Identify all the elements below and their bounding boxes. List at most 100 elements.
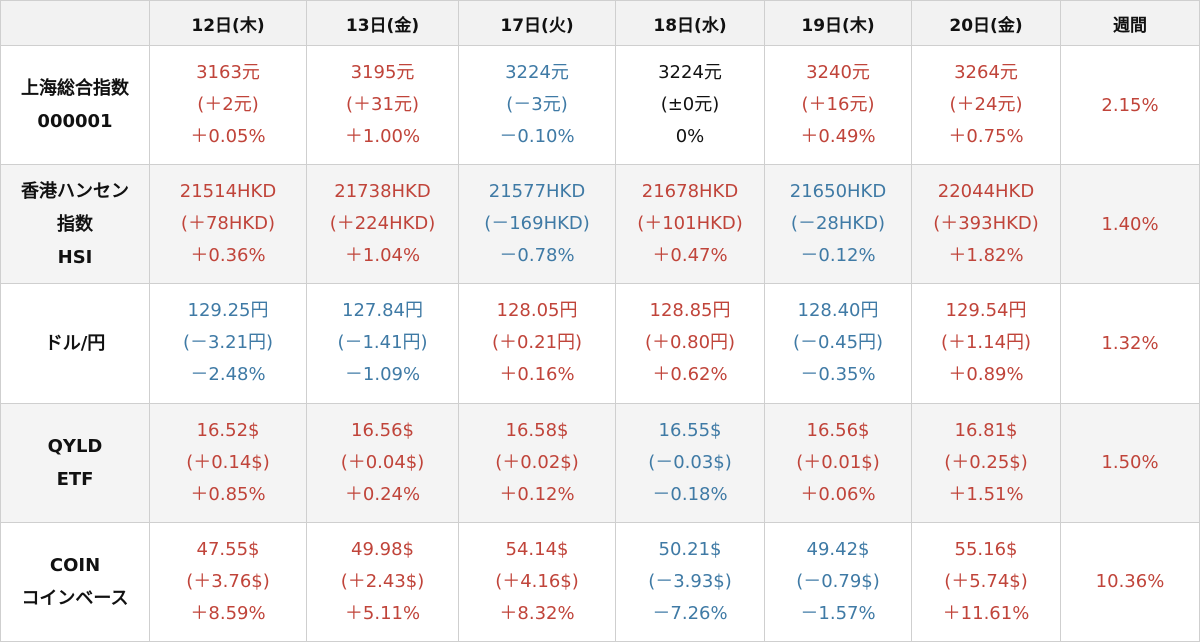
weekly-change: 1.40% — [1060, 164, 1200, 285]
price-change-percent: ＋11.61% — [942, 602, 1030, 624]
row-label-line: 000001 — [37, 111, 113, 133]
price-value: 21678HKD — [641, 181, 739, 203]
price-cell: 128.05円 (＋0.21円) ＋0.16% — [458, 283, 616, 404]
row-label: ドル/円 — [0, 283, 150, 404]
header-weekly: 週間 — [1060, 0, 1200, 46]
price-cell: 49.42$ (－0.79$) －1.57% — [764, 521, 912, 642]
row-label: 上海総合指数 000001 — [0, 44, 150, 166]
price-change-percent: ＋0.47% — [652, 245, 728, 267]
price-value: 127.84円 — [342, 300, 423, 322]
price-value: 128.85円 — [649, 300, 731, 322]
price-change-percent: ＋0.16% — [499, 364, 575, 386]
price-value: 21514HKD — [179, 181, 277, 203]
price-cell: 55.16$ (＋5.74$) ＋11.61% — [911, 521, 1061, 642]
header-day-3: 17日(火) — [458, 0, 616, 46]
price-value: 49.42$ — [806, 538, 870, 560]
price-change-percent: ＋1.00% — [344, 126, 421, 148]
price-change-percent: ＋0.12% — [499, 483, 575, 505]
row-label: COIN コインベース — [0, 521, 150, 642]
table-row: 上海総合指数 000001 3163元 (＋2元) ＋0.05% 3195元 (＋31元) ＋… — [0, 44, 1200, 166]
price-change-percent: －7.26% — [652, 602, 728, 624]
price-change-percent: ＋0.49% — [800, 126, 876, 148]
price-change: (＋16元) — [801, 94, 875, 116]
price-value: 16.81$ — [954, 419, 1018, 441]
price-value: 50.21$ — [658, 538, 722, 560]
price-change: (－0.03$) — [648, 451, 732, 473]
price-change: (＋5.74$) — [944, 570, 1028, 592]
row-label-line: コインベース — [21, 587, 129, 609]
price-change: (＋0.14$) — [186, 451, 270, 473]
price-change-percent: －0.12% — [800, 245, 876, 267]
price-change-percent: －1.09% — [344, 364, 421, 386]
price-value: 3163元 — [196, 62, 260, 84]
header-day-4: 18日(水) — [615, 0, 765, 46]
weekly-change: 1.50% — [1060, 402, 1200, 523]
row-label: QYLD ETF — [0, 402, 150, 523]
price-change-percent: ＋0.89% — [948, 364, 1024, 386]
price-value: 3240元 — [806, 62, 870, 84]
header-day-5: 19日(木) — [764, 0, 912, 46]
price-change: (－3.21円) — [182, 332, 274, 354]
price-value: 16.58$ — [505, 419, 569, 441]
price-change: (±0元) — [660, 94, 720, 116]
price-change-percent: －2.48% — [190, 364, 266, 386]
price-change-percent: －0.10% — [499, 126, 575, 148]
price-change: (＋31元) — [346, 94, 419, 116]
price-cell: 49.98$ (＋2.43$) ＋5.11% — [306, 521, 459, 642]
header-day-6: 20日(金) — [911, 0, 1061, 46]
price-change: (＋0.02$) — [495, 451, 579, 473]
price-cell: 3224元 (－3元) －0.10% — [458, 44, 616, 166]
row-label-line: COIN — [49, 554, 101, 576]
price-cell: 16.56$ (＋0.04$) ＋0.24% — [306, 402, 459, 523]
price-value: 55.16$ — [954, 538, 1018, 560]
row-label-line: 指数 — [57, 213, 93, 235]
price-change-percent: －0.78% — [499, 245, 575, 267]
price-value: 129.25円 — [187, 300, 269, 322]
table-row: 香港ハンセン 指数 HSI 21514HKD (＋78HKD) ＋0.36% 21738HK… — [0, 164, 1200, 285]
price-change: (＋78HKD) — [180, 213, 276, 235]
price-change-percent: ＋0.62% — [652, 364, 728, 386]
weekly-change: 10.36% — [1060, 521, 1200, 642]
price-cell: 54.14$ (＋4.16$) ＋8.32% — [458, 521, 616, 642]
price-cell: 21577HKD (－169HKD) －0.78% — [458, 164, 616, 285]
price-value: 3224元 — [505, 62, 569, 84]
price-cell: 50.21$ (－3.93$) －7.26% — [615, 521, 765, 642]
price-change: (＋224HKD) — [329, 213, 436, 235]
row-label-line: QYLD — [47, 435, 103, 457]
price-change: (＋101HKD) — [637, 213, 743, 235]
price-cell: 21514HKD (＋78HKD) ＋0.36% — [149, 164, 307, 285]
price-change-percent: ＋0.24% — [344, 483, 421, 505]
price-change: (－169HKD) — [484, 213, 590, 235]
price-change: (＋2元) — [197, 94, 259, 116]
price-change-percent: 0% — [675, 126, 705, 148]
price-cell: 16.56$ (＋0.01$) ＋0.06% — [764, 402, 912, 523]
price-change-percent: ＋1.04% — [344, 245, 421, 267]
price-cell: 129.25円 (－3.21円) －2.48% — [149, 283, 307, 404]
price-change-percent: ＋5.11% — [344, 602, 421, 624]
price-change-percent: －0.35% — [800, 364, 876, 386]
price-change: (＋393HKD) — [933, 213, 1039, 235]
price-cell: 21650HKD (－28HKD) －0.12% — [764, 164, 912, 285]
price-cell: 3195元 (＋31元) ＋1.00% — [306, 44, 459, 166]
price-value: 16.55$ — [658, 419, 722, 441]
row-label-line: 上海総合指数 — [21, 78, 129, 100]
row-label-line: ETF — [56, 468, 94, 490]
price-cell: 16.58$ (＋0.02$) ＋0.12% — [458, 402, 616, 523]
price-value: 3195元 — [350, 62, 415, 84]
price-value: 54.14$ — [505, 538, 569, 560]
price-change-percent: ＋0.06% — [800, 483, 876, 505]
price-change: (＋1.14円) — [940, 332, 1032, 354]
price-value: 21738HKD — [334, 181, 431, 203]
price-change: (－3.93$) — [648, 570, 732, 592]
header-day-1: 12日(木) — [149, 0, 307, 46]
price-cell: 21678HKD (＋101HKD) ＋0.47% — [615, 164, 765, 285]
price-change: (＋24元) — [949, 94, 1023, 116]
row-label-line: 香港ハンセン — [21, 180, 129, 202]
price-change: (＋2.43$) — [340, 570, 425, 592]
row-label-line: ドル/円 — [44, 332, 106, 354]
price-cell: 128.85円 (＋0.80円) ＋0.62% — [615, 283, 765, 404]
price-change: (＋0.80円) — [644, 332, 736, 354]
price-change: (＋0.01$) — [796, 451, 880, 473]
table-row: QYLD ETF 16.52$ (＋0.14$) ＋0.85% 16.56$ (＋0.04$… — [0, 402, 1200, 523]
table-row: COIN コインベース 47.55$ (＋3.76$) ＋8.59% 49.98$ (＋2.… — [0, 521, 1200, 642]
